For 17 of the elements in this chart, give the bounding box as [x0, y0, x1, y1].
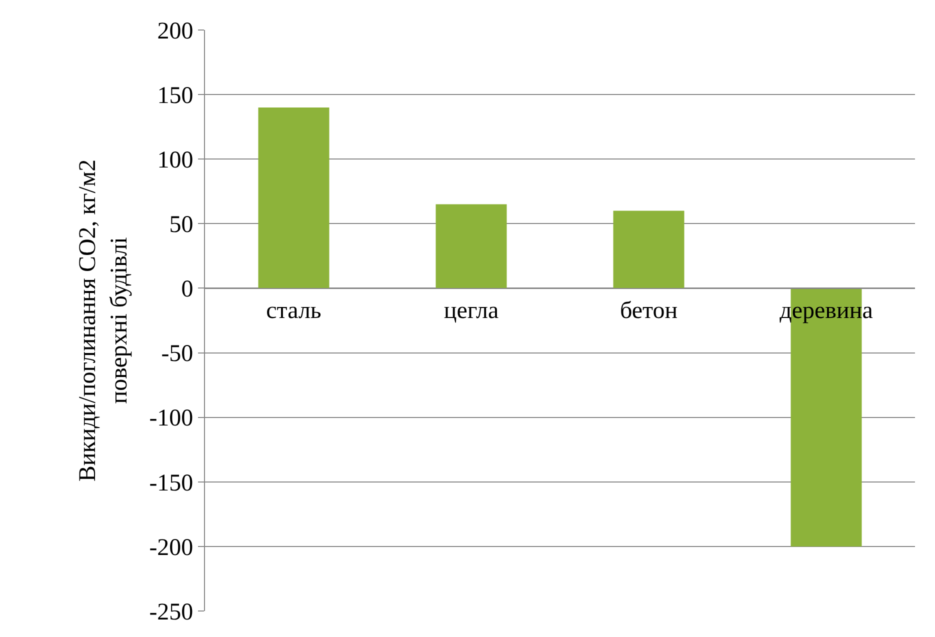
y-tick-label: -150 [149, 470, 194, 496]
x-tick-label: бетон [620, 298, 678, 324]
bar [613, 210, 684, 288]
x-tick-label: цегла [444, 298, 499, 324]
x-tick-label: сталь [266, 298, 322, 324]
y-tick-label: 50 [169, 212, 194, 238]
y-tick-label: -200 [149, 534, 194, 561]
y-tick-label: -50 [161, 341, 194, 368]
y-tick-label: -100 [149, 406, 194, 432]
y-tick-label: -250 [149, 599, 194, 626]
bar [436, 204, 507, 288]
bar [258, 107, 330, 288]
y-tick-label: 150 [157, 82, 194, 109]
y-axis-title: Викиди/поглинання CO2, кг/м2 поверхні будівлі [75, 159, 132, 482]
y-tick-label: 200 [157, 18, 194, 44]
y-tick-label: 100 [157, 148, 194, 174]
y-tick-label: 0 [181, 276, 194, 303]
